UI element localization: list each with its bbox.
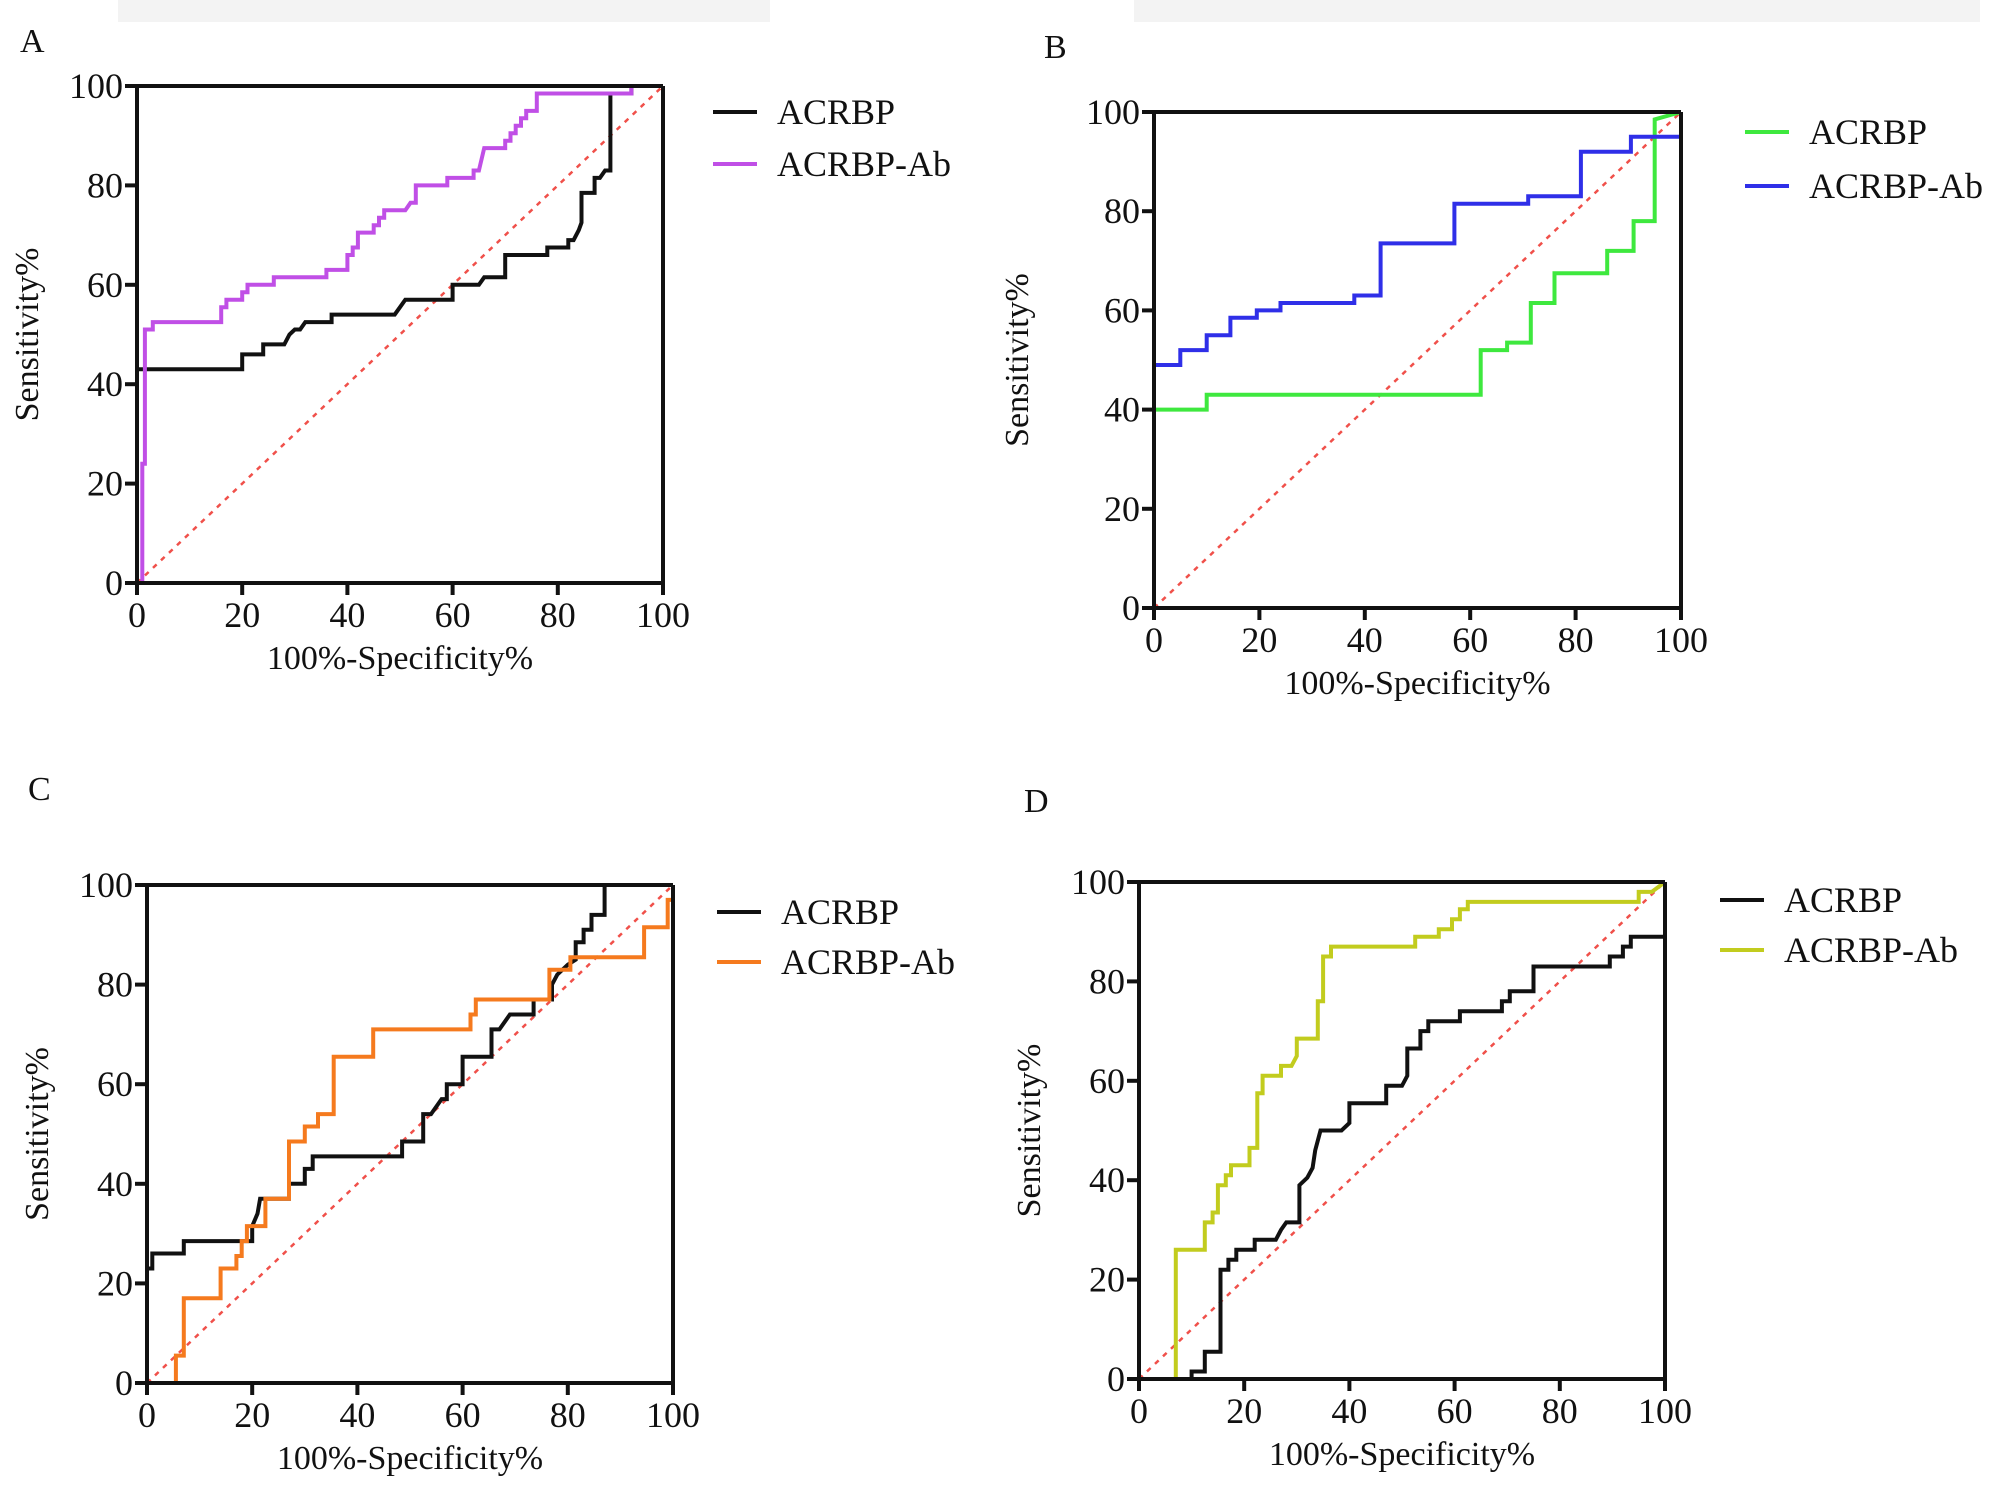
panel-b-legend: ACRBP ACRBP-Ab	[1745, 112, 1983, 206]
panel-c-y-axis-title: Sensitivity%	[19, 1047, 56, 1221]
panel-a-reference-line	[136, 85, 664, 584]
panel-c-letter: C	[28, 771, 51, 808]
panel-a-x-tick-label: 20	[224, 595, 260, 635]
panel-b-x-tick-label: 80	[1558, 620, 1594, 660]
panel-c: C 0 20 40 60 80 100 0 20 40 60 80 100 100%-Specificit…	[19, 771, 955, 1477]
panel-b-legend-item: ACRBP-Ab	[1745, 166, 1983, 206]
panel-c-x-tick-label: 20	[234, 1395, 270, 1435]
panel-d-series-acrbp-ab	[1139, 880, 1667, 1381]
panel-c-y-tick-label: 0	[115, 1363, 133, 1403]
panel-b-reference-line	[1153, 111, 1682, 609]
panel-a-legend-item: ACRBP-Ab	[713, 144, 951, 184]
panel-c-y-tick-label: 20	[97, 1263, 133, 1303]
panel-b-x-tick-label: 60	[1452, 620, 1488, 660]
panel-c-legend-item: ACRBP	[717, 892, 899, 932]
panel-b-series-acrbp	[1152, 110, 1682, 608]
panel-b-y-tick-label: 100	[1086, 92, 1140, 132]
panel-d-y-tick-label: 100	[1071, 862, 1125, 902]
panel-d-y-tick-label: 40	[1089, 1160, 1125, 1200]
panel-d-y-tick-label: 20	[1089, 1260, 1125, 1300]
panel-d-legend-label: ACRBP	[1784, 880, 1902, 920]
panel-d-legend-item: ACRBP-Ab	[1720, 930, 1958, 970]
panel-a-y-tick-label: 80	[87, 165, 123, 205]
panel-b-legend-item: ACRBP	[1745, 112, 1927, 152]
panel-a-x-tick-label: 100	[636, 595, 690, 635]
panel-c-y-tick-label: 80	[97, 965, 133, 1005]
panel-a-x-tick-label: 40	[329, 595, 365, 635]
panel-d-legend: ACRBP ACRBP-Ab	[1720, 880, 1958, 970]
panel-a-y-tick-label: 40	[87, 364, 123, 404]
panel-d-x-axis-title: 100%-Specificity%	[1269, 1436, 1535, 1473]
panel-d-reference-line	[1138, 881, 1666, 1380]
panel-c-y-tick-label: 40	[97, 1164, 133, 1204]
panel-a-y-tick-label: 0	[105, 563, 123, 603]
panel-a-legend: ACRBP ACRBP-Ab	[713, 92, 951, 184]
panel-b-y-tick-label: 40	[1104, 390, 1140, 430]
panel-a-legend-label: ACRBP	[777, 92, 895, 132]
panel-d-letter: D	[1024, 783, 1049, 820]
panel-a-x-tick-label: 60	[435, 595, 471, 635]
panel-a: A 0 20 40 60 80 100 0 20 40 60 80 100 100%-Specificit…	[9, 23, 951, 677]
panel-c-legend: ACRBP ACRBP-Ab	[717, 892, 955, 982]
panel-b-y-axis-title: Sensitivity%	[999, 273, 1036, 447]
panel-b-legend-label: ACRBP	[1809, 112, 1927, 152]
panel-c-series-acrbp	[145, 883, 673, 1383]
panel-d-x-tick-label: 20	[1226, 1391, 1262, 1431]
panel-b-series-acrbp-ab	[1152, 112, 1683, 608]
panel-a-series-acrbp	[135, 84, 663, 583]
panel-d-y-tick-label: 60	[1089, 1061, 1125, 1101]
panel-b: B 0 20 40 60 80 100 0 20 40 60 80 100 100%-Specificit…	[999, 29, 1983, 702]
panel-a-letter: A	[20, 23, 45, 60]
panel-c-x-tick-label: 60	[445, 1395, 481, 1435]
panel-b-x-tick-label: 0	[1145, 620, 1163, 660]
top-gray-bar-right	[1134, 0, 1980, 22]
panel-d-y-tick-label: 0	[1107, 1359, 1125, 1399]
panel-d-legend-label: ACRBP-Ab	[1784, 930, 1958, 970]
panel-d-legend-item: ACRBP	[1720, 880, 1902, 920]
panel-d-x-tick-label: 60	[1437, 1391, 1473, 1431]
panel-b-y-tick-label: 80	[1104, 191, 1140, 231]
panel-c-y-tick-label: 60	[97, 1064, 133, 1104]
panel-a-legend-label: ACRBP-Ab	[777, 144, 951, 184]
panel-c-series-acrbp-ab	[147, 885, 675, 1385]
panel-b-x-tick-label: 40	[1347, 620, 1383, 660]
top-gray-bar-left	[118, 0, 770, 22]
panel-a-y-tick-label: 100	[69, 66, 123, 106]
panel-a-legend-item: ACRBP	[713, 92, 895, 132]
panel-a-y-tick-label: 20	[87, 464, 123, 504]
panel-b-x-axis-title: 100%-Specificity%	[1284, 665, 1550, 702]
panel-a-x-axis-title: 100%-Specificity%	[267, 640, 533, 677]
panel-d-x-tick-label: 40	[1331, 1391, 1367, 1431]
panel-c-y-tick-label: 100	[79, 865, 133, 905]
panel-c-reference-line	[146, 884, 674, 1384]
panel-a-y-axis-title: Sensitivity%	[9, 248, 46, 422]
panel-b-x-tick-label: 20	[1241, 620, 1277, 660]
panel-d-y-axis-title: Sensitivity%	[1011, 1044, 1048, 1218]
panel-d-x-tick-label: 0	[1130, 1391, 1148, 1431]
panel-c-legend-label: ACRBP-Ab	[781, 942, 955, 982]
panel-b-letter: B	[1044, 29, 1067, 66]
panel-a-series-acrbp-ab	[137, 84, 663, 585]
panel-b-y-tick-label: 20	[1104, 489, 1140, 529]
panel-b-legend-label: ACRBP-Ab	[1809, 166, 1983, 206]
panel-a-y-tick-label: 60	[87, 265, 123, 305]
panel-d-y-tick-label: 80	[1089, 961, 1125, 1001]
panel-d-x-tick-label: 80	[1542, 1391, 1578, 1431]
panel-a-x-tick-label: 80	[540, 595, 576, 635]
panel-d-x-tick-label: 100	[1638, 1391, 1692, 1431]
panel-d-series-acrbp	[1139, 882, 1667, 1381]
panel-c-x-axis-title: 100%-Specificity%	[277, 1440, 543, 1477]
panel-a-x-tick-label: 0	[128, 595, 146, 635]
panel-c-legend-label: ACRBP	[781, 892, 899, 932]
panel-c-legend-item: ACRBP-Ab	[717, 942, 955, 982]
panel-b-y-tick-label: 0	[1122, 588, 1140, 628]
panel-b-x-tick-label: 100	[1654, 620, 1708, 660]
panel-d: D 0 20 40 60 80 100 0 20 40 60 80 100 100%-Specificit…	[1011, 783, 1958, 1473]
panel-c-x-tick-label: 80	[550, 1395, 586, 1435]
panel-c-x-tick-label: 0	[138, 1395, 156, 1435]
panel-c-x-tick-label: 100	[646, 1395, 700, 1435]
panel-b-y-tick-label: 60	[1104, 290, 1140, 330]
panel-c-x-tick-label: 40	[339, 1395, 375, 1435]
